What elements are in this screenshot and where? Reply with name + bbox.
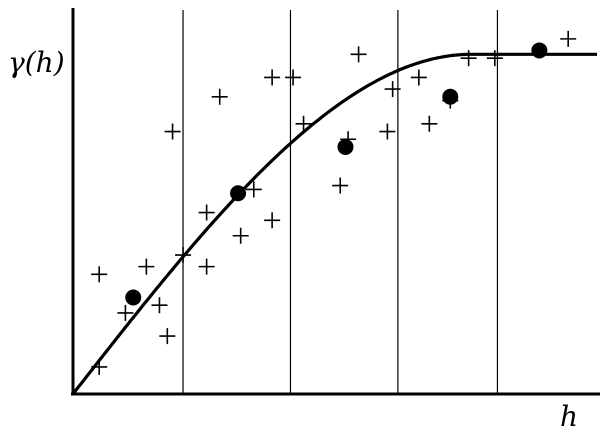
mean-point-3 [337, 138, 354, 155]
mean-point-2 [230, 185, 247, 202]
y-axis-label: γ(h) [8, 46, 65, 79]
plus-point-15 [264, 69, 281, 86]
plus-point-18 [332, 177, 349, 194]
plus-point-28 [560, 30, 577, 47]
plus-point-26 [460, 50, 477, 67]
mean-point-5 [531, 42, 548, 59]
plus-point-10 [198, 258, 215, 275]
model-curve-layer [71, 52, 597, 395]
data-marks [91, 30, 577, 375]
plus-point-16 [285, 69, 302, 86]
plus-point-11 [211, 88, 228, 105]
plus-point-5 [151, 297, 168, 314]
plus-point-6 [159, 328, 176, 345]
plus-point-24 [421, 115, 438, 132]
mean-point-1 [125, 289, 142, 306]
plus-point-12 [232, 227, 249, 244]
plus-point-7 [164, 123, 181, 140]
plus-point-27 [486, 50, 503, 67]
plus-point-23 [410, 69, 427, 86]
plus-point-14 [264, 212, 281, 229]
plus-point-1 [91, 358, 108, 375]
plus-point-4 [138, 258, 155, 275]
mean-point-4 [442, 88, 459, 105]
bin-separators [182, 10, 499, 394]
plus-point-20 [350, 46, 367, 63]
plus-point-3 [117, 304, 134, 321]
plus-point-8 [175, 247, 192, 264]
plus-point-17 [295, 115, 312, 132]
x-axis-label: h [560, 400, 578, 430]
plus-point-21 [379, 123, 396, 140]
plus-point-9 [198, 204, 215, 221]
model-curve [71, 52, 597, 395]
plus-point-13 [245, 181, 262, 198]
plus-point-2 [91, 266, 108, 283]
plus-point-22 [384, 81, 401, 98]
